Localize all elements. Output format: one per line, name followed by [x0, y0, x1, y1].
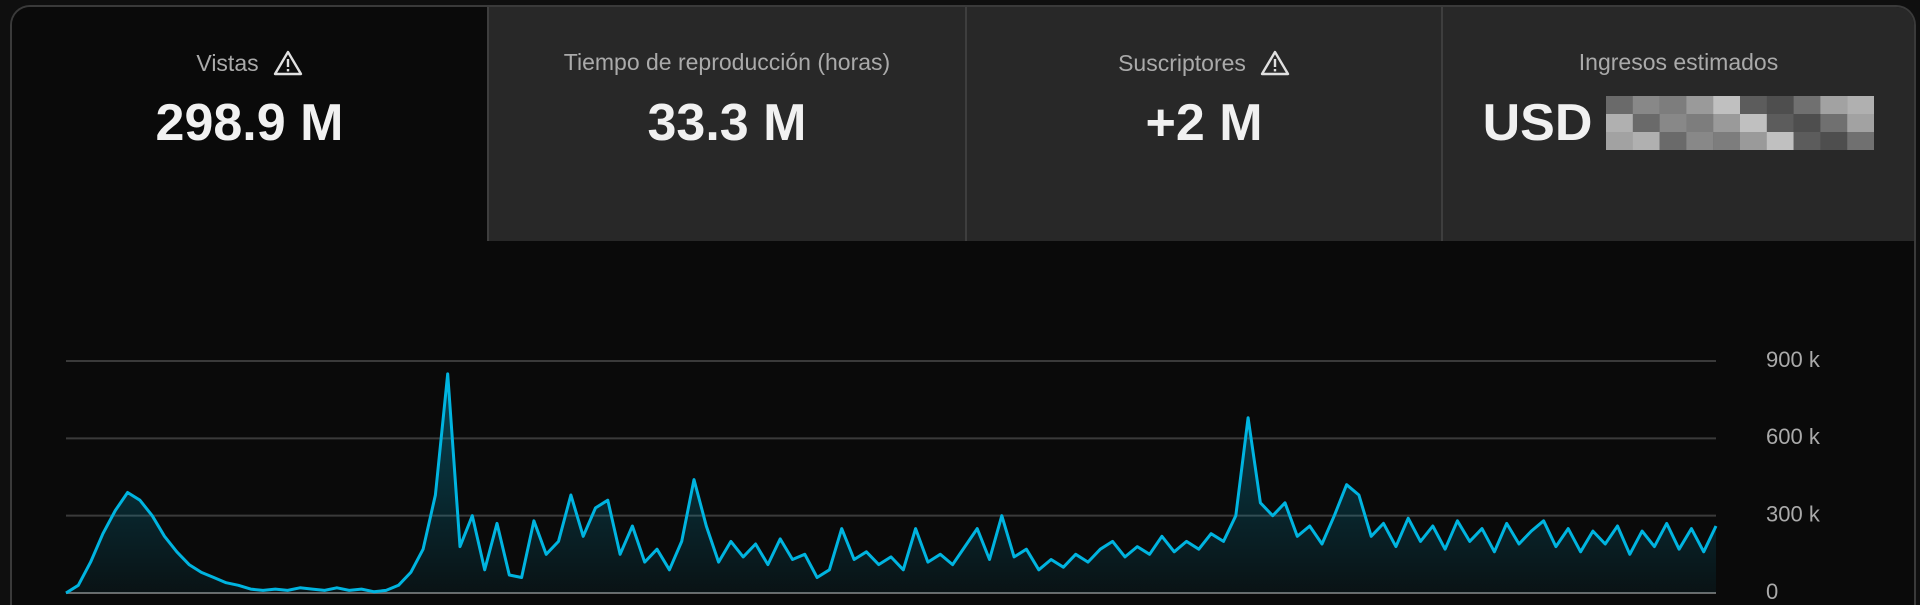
tab-value: 33.3 M: [647, 94, 807, 152]
redaction-pixel: [1847, 96, 1875, 114]
metric-tabs: Vistas 298.9 M Tiempo de reproducción (h…: [12, 7, 1914, 241]
data-line: [65, 372, 1718, 595]
metric-tab[interactable]: Vistas 298.9 M: [12, 7, 487, 241]
tab-label-row: Ingresos estimados: [1443, 49, 1914, 76]
redaction-pixel: [1793, 96, 1821, 114]
redacted-amount: [1606, 96, 1875, 150]
redaction-pixel: [1606, 114, 1634, 132]
redaction-pixel: [1793, 132, 1821, 150]
redaction-pixel: [1847, 114, 1875, 132]
redaction-pixel: [1740, 96, 1768, 114]
tab-label-row: Tiempo de reproducción (horas): [489, 49, 965, 76]
tab-value-row: 33.3 M: [489, 93, 965, 153]
area-fill: [66, 373, 1716, 593]
y-tick-label: 0: [1766, 579, 1778, 604]
tab-value: 298.9 M: [155, 94, 344, 152]
redaction-pixel: [1793, 114, 1821, 132]
redaction-pixel: [1659, 114, 1687, 132]
warning-icon: [273, 50, 302, 76]
analytics-card: 0 300 k 600 k 900 k Vistas 298.9 M Tiempo d…: [10, 5, 1916, 605]
redaction-pixel: [1633, 96, 1661, 114]
redaction-pixel: [1713, 114, 1741, 132]
redaction-pixel: [1659, 132, 1687, 150]
warning-icon: [1260, 50, 1290, 76]
redaction-pixel: [1633, 132, 1661, 150]
redaction-pixel: [1686, 96, 1714, 114]
y-tick-label: 300 k: [1766, 501, 1821, 526]
redaction-pixel: [1820, 132, 1848, 150]
redaction-pixel: [1847, 132, 1875, 150]
redaction-pixel: [1686, 114, 1714, 132]
tab-label: Vistas: [196, 49, 259, 76]
y-tick-label: 600 k: [1766, 424, 1821, 449]
redaction-pixel: [1659, 96, 1687, 114]
tab-label: Suscriptores: [1118, 49, 1246, 76]
redaction-pixel: [1713, 132, 1741, 150]
tab-label: Tiempo de reproducción (horas): [563, 49, 891, 75]
redaction-pixel: [1713, 96, 1741, 114]
redaction-pixel: [1740, 132, 1768, 150]
redaction-pixel: [1606, 132, 1634, 150]
redaction-pixel: [1820, 96, 1848, 114]
tab-value: +2 M: [1145, 94, 1263, 152]
metric-tab[interactable]: Ingresos estimados USD: [1441, 7, 1914, 241]
tab-label: Ingresos estimados: [1578, 49, 1779, 75]
redaction-pixel: [1633, 114, 1661, 132]
metric-tab[interactable]: Suscriptores +2 M: [965, 7, 1441, 241]
redaction-pixel: [1740, 114, 1768, 132]
tab-label-row: Vistas: [12, 49, 487, 77]
redaction-pixel: [1767, 132, 1795, 150]
metric-tab[interactable]: Tiempo de reproducción (horas) 33.3 M: [487, 7, 965, 241]
redaction-pixel: [1686, 132, 1714, 150]
redaction-pixel: [1767, 114, 1795, 132]
redaction-pixel: [1767, 96, 1795, 114]
tab-value-row: 298.9 M: [12, 93, 487, 153]
tab-value: USD: [1482, 94, 1593, 152]
redaction-pixel: [1820, 114, 1848, 132]
tab-value-row: +2 M: [967, 93, 1441, 153]
y-tick-label: 900 k: [1766, 347, 1821, 372]
tab-label-row: Suscriptores: [967, 49, 1441, 77]
chart: 0 300 k 600 k 900 k: [65, 347, 1821, 604]
tab-value-row: USD: [1443, 93, 1914, 153]
redaction-pixel: [1606, 96, 1634, 114]
